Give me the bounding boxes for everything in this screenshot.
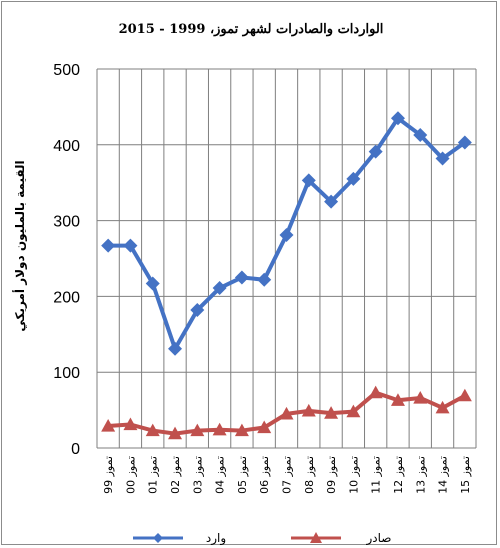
legend-item-imports: وارد: [133, 531, 226, 546]
y-axis-label: القيمة بالمليون دولار أمريكي: [12, 160, 28, 331]
chart-title: الواردات والصادرات لشهر تموز، 1999 - 201…: [119, 22, 384, 37]
data-point: [457, 135, 472, 150]
x-tick-label: تموز 10: [347, 456, 360, 494]
x-tick-label: تموز 01: [147, 456, 160, 494]
data-point: [212, 281, 227, 296]
data-point: [123, 417, 138, 431]
series-exports: [101, 385, 472, 440]
data-point: [435, 151, 450, 166]
x-tick-label: تموز 13: [414, 456, 427, 494]
data-point: [346, 171, 361, 186]
x-tick-label: تموز 07: [281, 456, 294, 494]
data-point: [234, 423, 249, 437]
y-tick-labels: 0 100 200 300 400 500: [53, 62, 80, 458]
data-point: [168, 426, 183, 440]
y-tick-label: 100: [53, 365, 80, 382]
data-point: [390, 393, 405, 406]
data-point: [301, 403, 316, 417]
data-point: [324, 406, 339, 419]
x-tick-label: تموز 06: [258, 456, 271, 494]
legend-item-exports: صادر: [291, 531, 391, 546]
data-point: [168, 341, 183, 356]
data-point: [257, 272, 272, 287]
x-tick-labels: تموز 99 تموز 00 تموز 01 تموز 02 تموز 03 تموز …: [102, 456, 472, 494]
series-imports: [101, 111, 472, 356]
legend-label: وارد: [206, 531, 226, 546]
data-point: [368, 144, 383, 159]
data-point: [190, 423, 205, 437]
data-point: [279, 406, 294, 420]
x-tick-label: تموز 03: [191, 456, 204, 494]
data-point: [413, 390, 428, 404]
x-tick-label: تموز 11: [370, 456, 383, 494]
data-point: [190, 303, 205, 318]
y-tick-label: 300: [53, 214, 80, 231]
legend-marker: [310, 532, 322, 543]
x-tick-label: تموز 12: [392, 456, 405, 494]
x-tick-label: تموز 05: [236, 456, 249, 494]
data-point: [457, 388, 472, 402]
data-point: [390, 111, 405, 126]
data-point: [101, 238, 116, 253]
data-point: [101, 419, 116, 432]
data-point: [435, 400, 450, 414]
legend-label: صادر: [366, 531, 392, 546]
y-tick-label: 500: [53, 62, 80, 79]
x-tick-label: تموز 02: [169, 456, 182, 494]
data-point: [123, 238, 138, 253]
data-point: [279, 228, 294, 243]
series-layer: [101, 111, 472, 440]
data-point: [324, 194, 339, 209]
data-point: [145, 276, 160, 291]
x-tick-label: تموز 08: [303, 456, 316, 494]
data-point: [234, 270, 249, 285]
data-point: [257, 420, 272, 434]
x-tick-label: تموز 15: [459, 456, 472, 494]
data-point: [145, 423, 160, 437]
x-tick-label: تموز 09: [325, 456, 338, 494]
x-tick-label: تموز 04: [214, 456, 227, 494]
data-point: [346, 404, 361, 418]
data-point: [301, 173, 316, 188]
x-tick-label: تموز 99: [102, 456, 115, 494]
data-point: [368, 385, 383, 399]
y-tick-label: 200: [53, 289, 80, 306]
data-point: [212, 422, 227, 436]
y-tick-label: 400: [53, 138, 80, 155]
grid-lines: [96, 68, 477, 449]
x-tick-label: تموز 00: [124, 456, 137, 494]
legend-marker: [153, 533, 163, 543]
x-tick-label: تموز 14: [437, 456, 450, 494]
data-point: [413, 127, 428, 142]
legend: وارد صادر: [133, 531, 391, 546]
y-tick-label: 0: [71, 441, 80, 458]
